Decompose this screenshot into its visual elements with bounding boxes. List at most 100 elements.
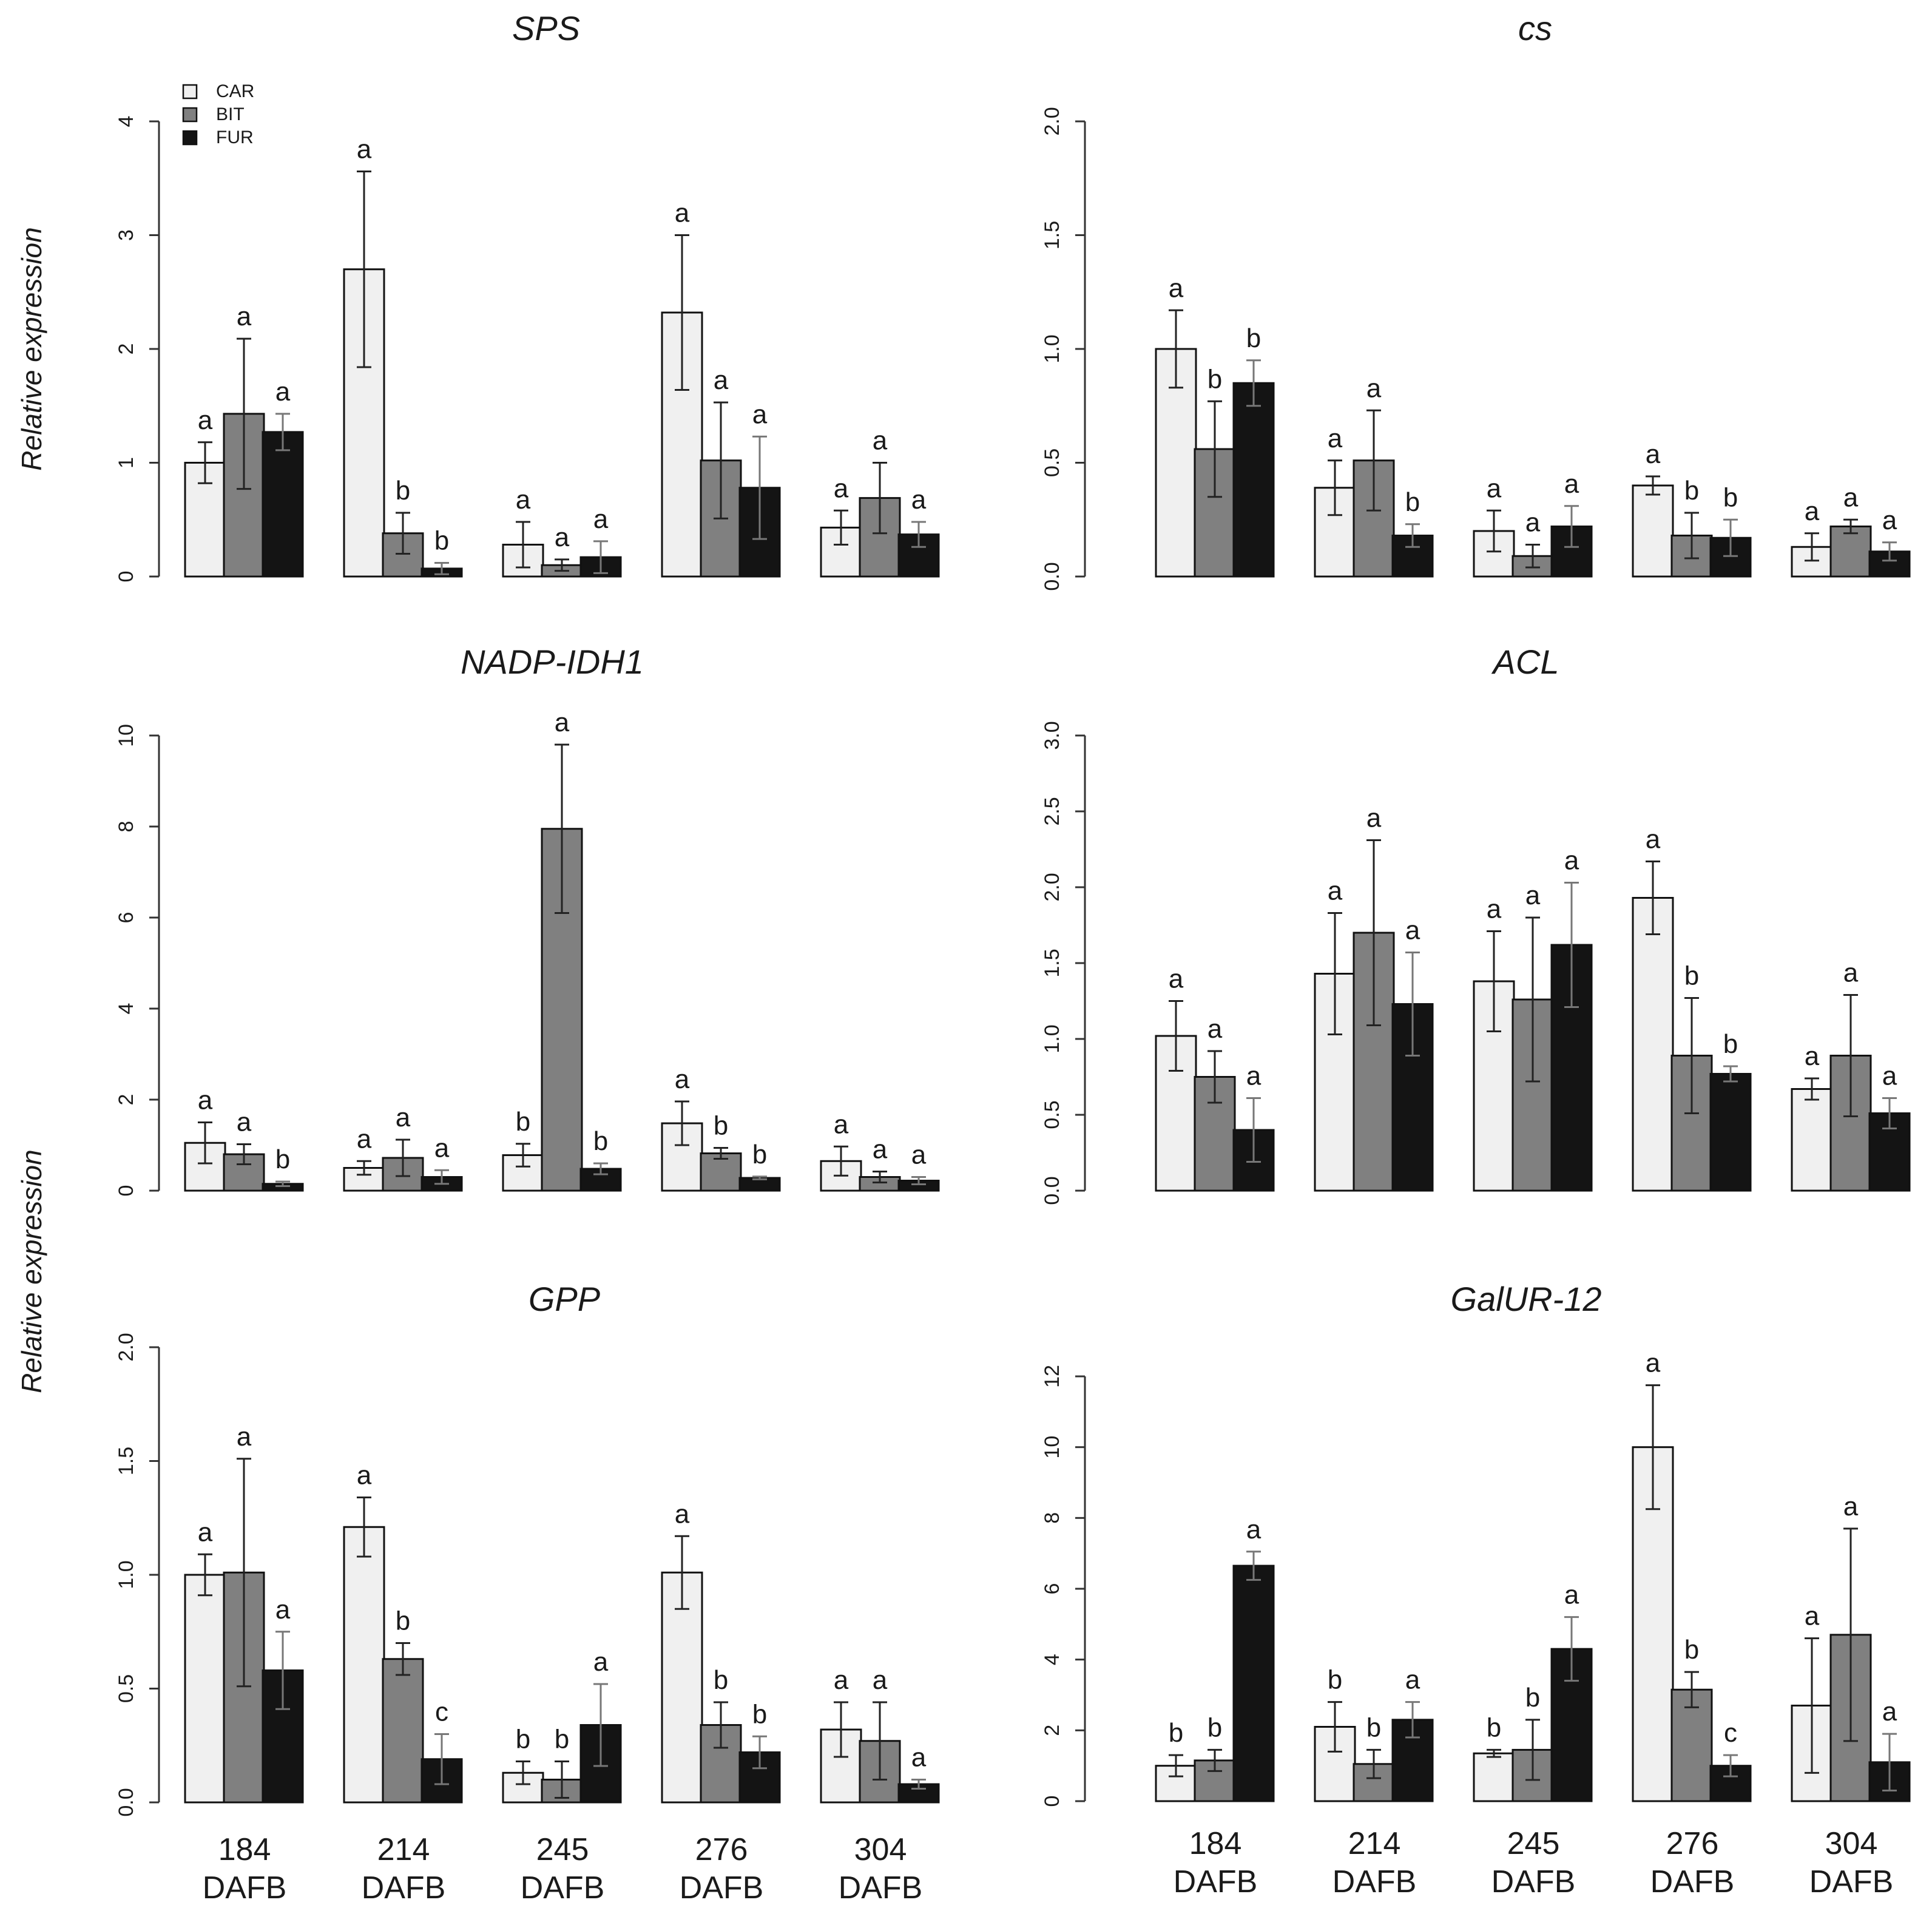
- y-tick-label: 0.0: [1041, 1176, 1064, 1205]
- significance-letter: b: [752, 1699, 767, 1729]
- significance-letter: b: [1405, 487, 1420, 517]
- significance-letter: a: [1487, 473, 1502, 503]
- significance-letter: a: [1843, 958, 1859, 988]
- y-tick-label: 6: [115, 912, 138, 924]
- significance-letter: a: [275, 1595, 291, 1625]
- significance-letter: a: [1564, 1580, 1579, 1610]
- significance-letter: a: [714, 365, 729, 395]
- x-category-number: 304: [854, 1832, 907, 1867]
- significance-letter: a: [911, 485, 927, 515]
- x-category-number: 184: [218, 1832, 271, 1867]
- x-category-number: 276: [695, 1832, 748, 1867]
- x-category-number: 214: [1348, 1826, 1401, 1861]
- bar-car-276: [1632, 484, 1674, 578]
- y-tick-label: 0: [115, 571, 138, 583]
- significance-letter: b: [555, 1725, 569, 1754]
- y-tick-label: 0: [1041, 1796, 1064, 1807]
- y-tick-label: 1.0: [1041, 334, 1064, 363]
- legend-swatch-bit: [182, 107, 198, 123]
- significance-letter: b: [1246, 323, 1261, 353]
- significance-letter: a: [1169, 273, 1184, 303]
- significance-letter: a: [1405, 1665, 1420, 1695]
- x-category-number: 245: [1507, 1826, 1560, 1861]
- significance-letter: a: [237, 302, 252, 331]
- panel-title: GPP: [529, 1280, 600, 1318]
- y-tick-label: 2: [115, 1094, 138, 1106]
- y-tick-label: 8: [1041, 1512, 1064, 1524]
- significance-letter: b: [1723, 482, 1738, 512]
- significance-letter: b: [516, 1107, 530, 1137]
- significance-letter: a: [555, 708, 570, 737]
- significance-letter: b: [1525, 1683, 1540, 1713]
- x-category-number: 214: [377, 1832, 430, 1867]
- significance-letter: b: [1208, 1713, 1222, 1742]
- y-tick-label: 1.0: [115, 1560, 138, 1589]
- y-tick-label: 0.0: [115, 1788, 138, 1816]
- significance-letter: a: [1646, 1348, 1661, 1378]
- significance-letter: a: [1405, 916, 1420, 945]
- significance-letter: a: [1843, 1492, 1859, 1521]
- y-tick-label: 0.5: [115, 1674, 138, 1703]
- significance-letter: b: [714, 1665, 728, 1695]
- significance-letter: a: [873, 1665, 888, 1695]
- significance-letter: a: [275, 377, 291, 407]
- significance-letter: b: [1723, 1029, 1738, 1059]
- y-tick-label: 2.0: [115, 1333, 138, 1361]
- y-tick-label: 1.5: [1041, 949, 1064, 977]
- significance-letter: a: [1646, 439, 1661, 469]
- bar-fur-276: [738, 1751, 781, 1804]
- y-tick-label: 2.0: [1041, 873, 1064, 901]
- significance-letter: b: [1328, 1665, 1342, 1695]
- significance-letter: b: [714, 1111, 728, 1141]
- legend-swatch-car: [182, 84, 198, 100]
- significance-letter: a: [357, 1124, 372, 1154]
- significance-letter: a: [198, 1086, 213, 1115]
- significance-letter: a: [1882, 1061, 1897, 1091]
- legend-label: BIT: [216, 104, 245, 124]
- significance-letter: b: [434, 526, 449, 556]
- y-tick-label: 0.5: [1041, 448, 1064, 477]
- significance-letter: a: [1366, 803, 1382, 833]
- significance-letter: a: [752, 399, 768, 429]
- bar-bit-214: [382, 1658, 424, 1804]
- bar-car-245: [1473, 1752, 1515, 1802]
- significance-letter: b: [1208, 364, 1222, 394]
- y-tick-label: 3: [115, 229, 138, 241]
- y-tick-label: 2.0: [1041, 107, 1064, 135]
- significance-letter: a: [911, 1743, 927, 1773]
- significance-letter: a: [1246, 1515, 1262, 1544]
- y-axis-label: Relative expression: [16, 1149, 47, 1393]
- significance-letter: a: [1169, 964, 1184, 994]
- significance-letter: a: [1646, 825, 1661, 854]
- significance-letter: b: [752, 1140, 767, 1169]
- y-tick-label: 0: [115, 1185, 138, 1197]
- x-category-unit: DAFB: [521, 1870, 605, 1906]
- significance-letter: a: [1805, 1602, 1820, 1631]
- x-category-number: 245: [536, 1832, 589, 1867]
- bar-car-276: [1632, 897, 1674, 1192]
- significance-letter: c: [435, 1697, 448, 1727]
- significance-letter: a: [834, 1665, 849, 1695]
- y-tick-label: 1: [115, 457, 138, 468]
- bar-fur-184: [1232, 382, 1275, 578]
- significance-letter: a: [1487, 895, 1502, 924]
- significance-letter: b: [396, 1606, 410, 1636]
- significance-letter: a: [1366, 373, 1382, 403]
- x-category-number: 276: [1666, 1826, 1719, 1861]
- significance-letter: a: [198, 405, 213, 435]
- x-category-unit: DAFB: [839, 1870, 923, 1906]
- significance-letter: a: [675, 1499, 690, 1529]
- significance-letter: a: [1525, 508, 1541, 538]
- significance-letter: a: [1328, 876, 1343, 906]
- significance-letter: b: [275, 1145, 290, 1174]
- significance-letter: a: [1525, 881, 1541, 910]
- x-category-unit: DAFB: [362, 1870, 446, 1906]
- y-tick-label: 10: [115, 724, 138, 747]
